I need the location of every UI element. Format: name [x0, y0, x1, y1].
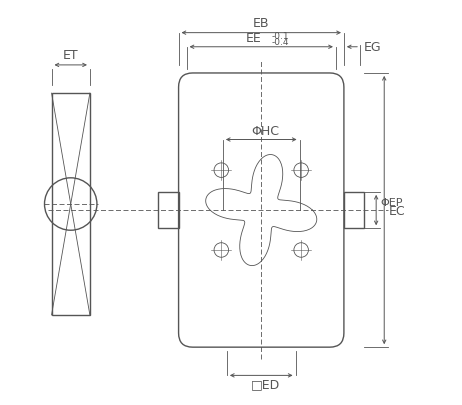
Text: -0.1: -0.1 — [271, 32, 289, 41]
Text: EE: EE — [245, 32, 261, 45]
Text: ET: ET — [63, 49, 79, 62]
Text: -0.4: -0.4 — [271, 38, 289, 47]
Text: ΦEP: ΦEP — [380, 198, 403, 207]
Text: □ED: □ED — [251, 377, 280, 390]
Text: EG: EG — [364, 41, 382, 54]
Text: ΦHC: ΦHC — [251, 125, 279, 138]
Text: EB: EB — [253, 17, 269, 30]
Text: EC: EC — [388, 204, 405, 217]
